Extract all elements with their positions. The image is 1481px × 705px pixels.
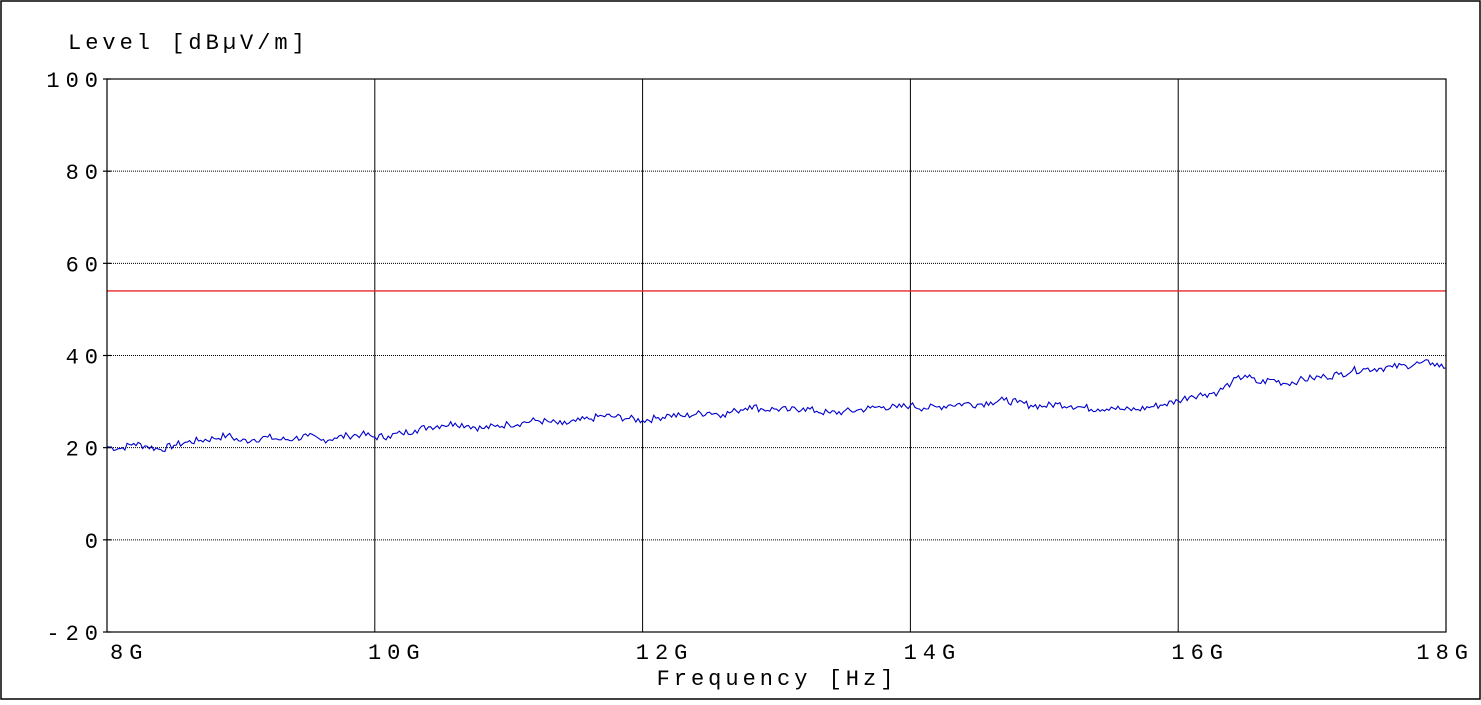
series-layer xyxy=(106,359,1447,452)
x-tick-label: 16G xyxy=(1171,641,1229,666)
measurement-trace xyxy=(106,359,1447,452)
y-axis-title: Level [dBµV/m] xyxy=(68,31,309,56)
x-tick-label: 10G xyxy=(368,641,426,666)
y-tick-label: 60 xyxy=(66,253,104,278)
x-tick-label: 14G xyxy=(904,641,962,666)
y-tick-label: 0 xyxy=(85,530,104,555)
x-tick-label: 8G xyxy=(110,641,148,666)
x-tick-label: 18G xyxy=(1416,641,1474,666)
x-axis-ticks: 8G 10G 12G 14G 16G 18G xyxy=(110,641,1474,666)
y-tick-label: -20 xyxy=(46,622,104,647)
grid-lines xyxy=(107,79,1446,632)
y-axis-ticks: 100 80 60 40 20 0 -20 xyxy=(46,69,111,647)
y-tick-label: 100 xyxy=(46,69,104,94)
y-tick-label: 20 xyxy=(66,438,104,463)
x-axis-title: Frequency [Hz] xyxy=(657,667,898,692)
x-tick-label: 12G xyxy=(636,641,694,666)
y-tick-label: 80 xyxy=(66,161,104,186)
y-tick-label: 40 xyxy=(66,346,104,371)
